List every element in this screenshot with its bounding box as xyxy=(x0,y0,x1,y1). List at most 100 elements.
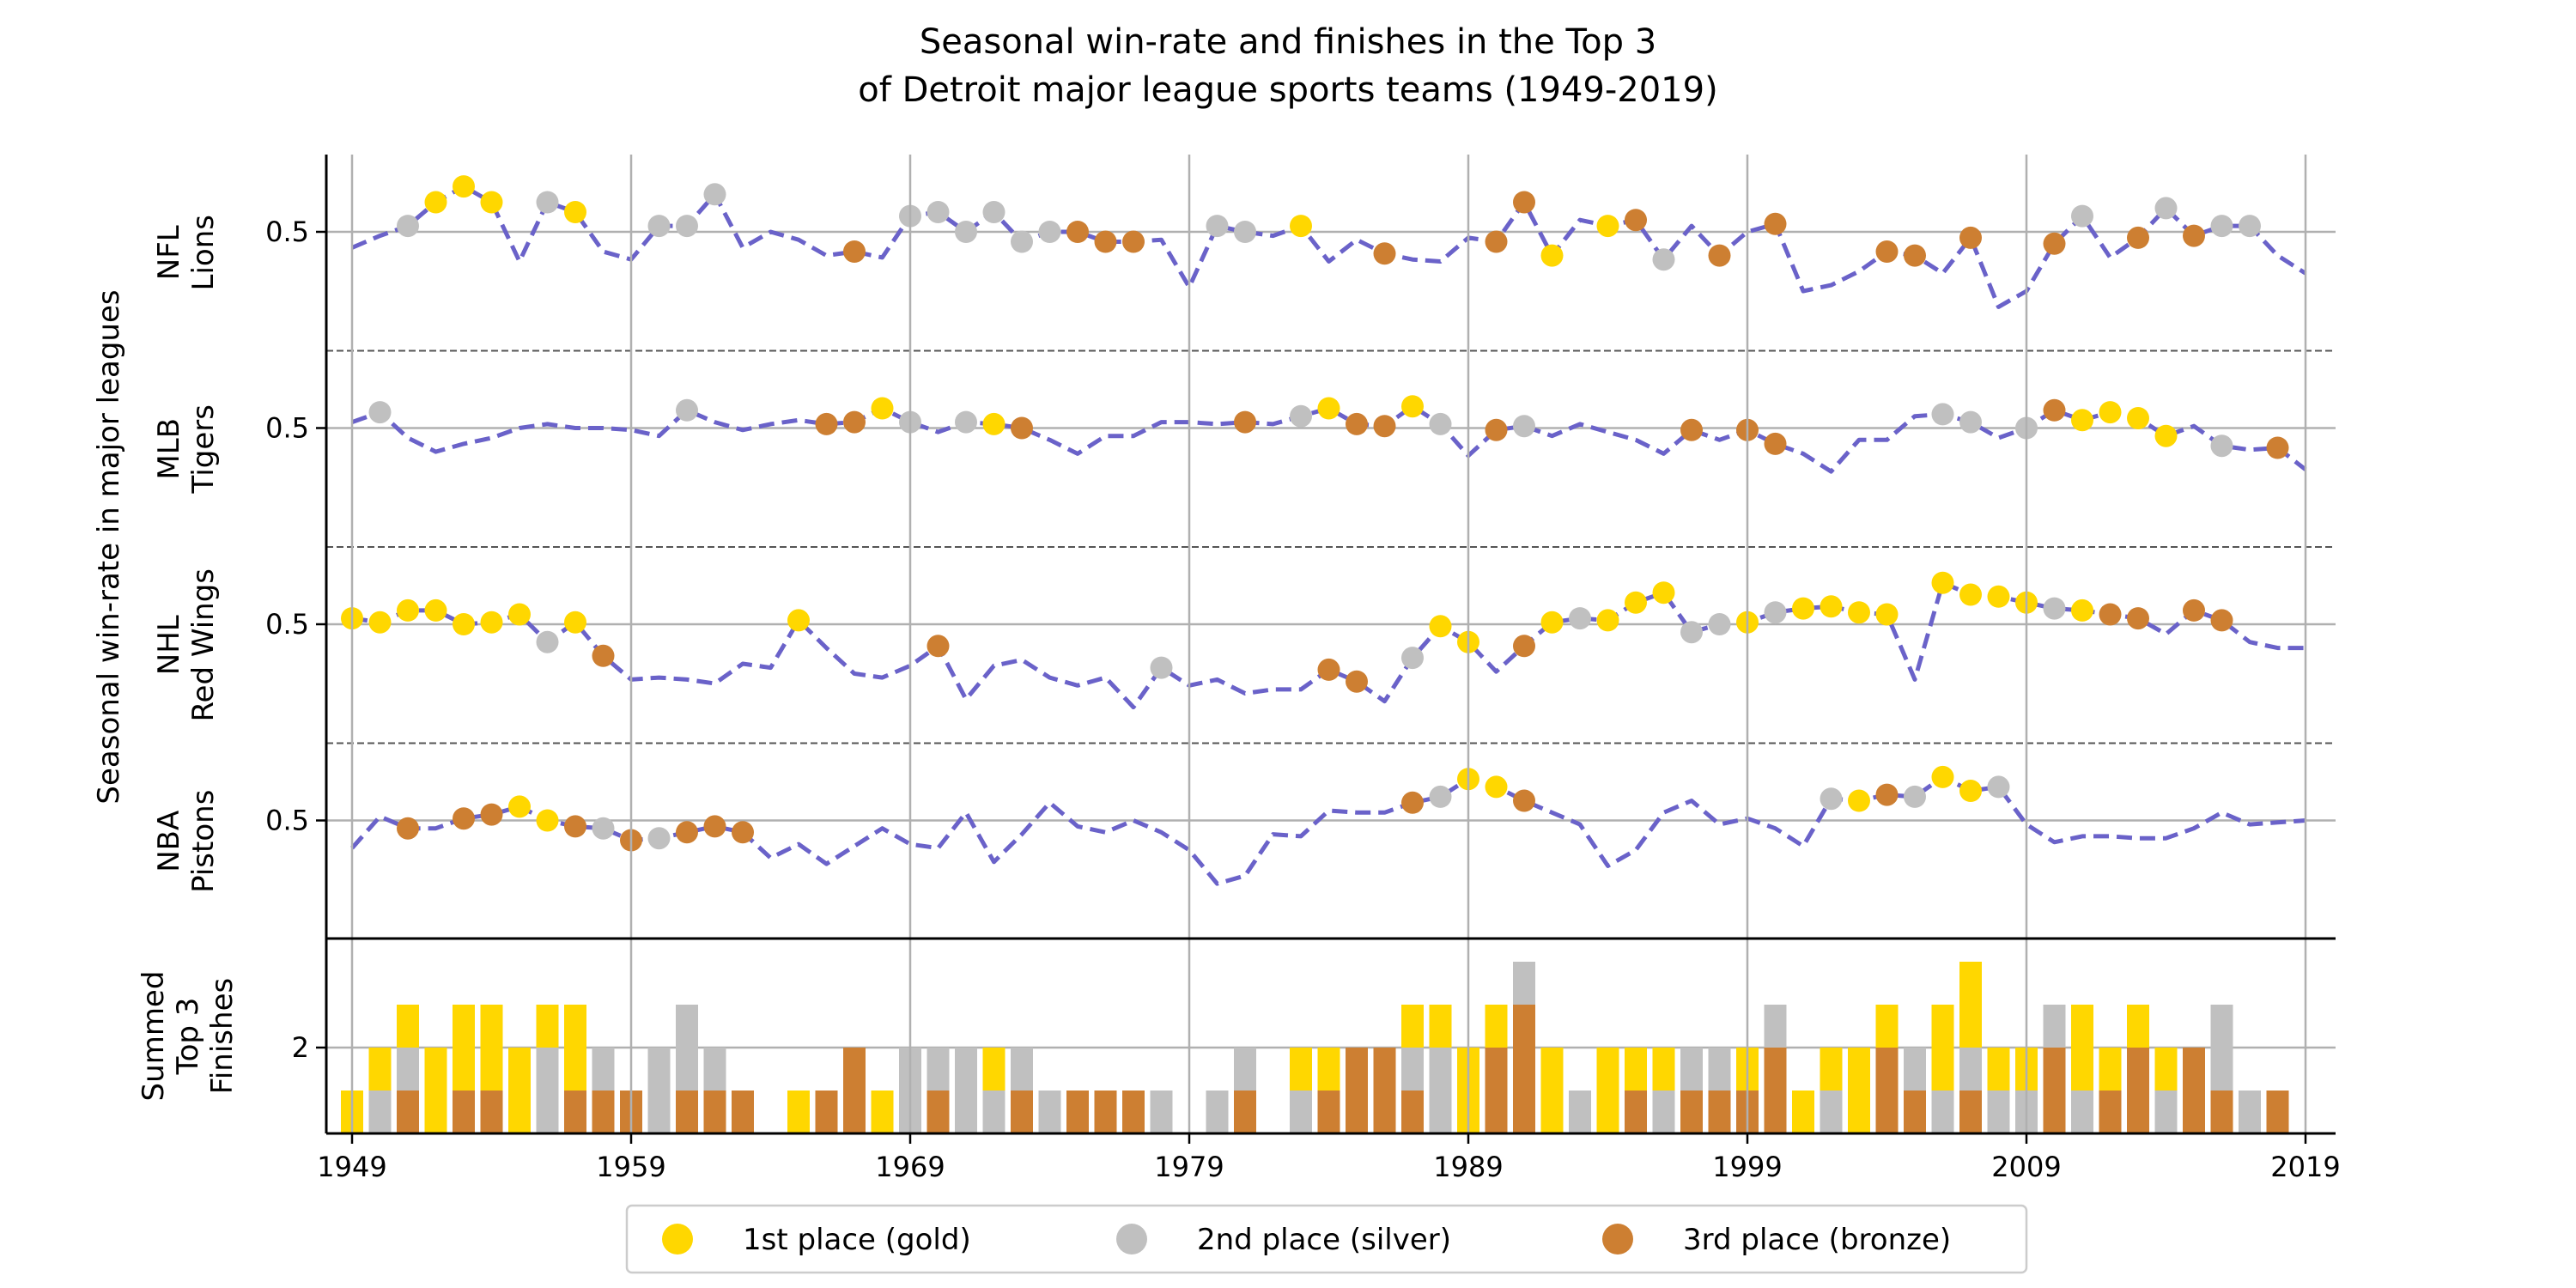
bar-segment xyxy=(2071,1048,2093,1091)
y-tick-label: 0.5 xyxy=(265,805,309,837)
team-label: Pistons xyxy=(186,790,221,893)
bar-segment xyxy=(508,1048,531,1091)
bar-segment xyxy=(2043,1091,2066,1133)
bar-segment xyxy=(1931,1091,1954,1133)
legend-marker-gold xyxy=(662,1224,693,1255)
bar-segment xyxy=(1596,1091,1619,1133)
medal-point xyxy=(1317,658,1340,681)
medal-point xyxy=(2210,609,2233,632)
bar-segment xyxy=(453,1005,475,1048)
medal-point xyxy=(1959,226,1982,249)
bar-segment xyxy=(647,1091,671,1133)
bar-segment xyxy=(1820,1048,1843,1091)
team-label: MLB xyxy=(152,418,186,480)
medal-point xyxy=(1485,775,1508,799)
medal-point xyxy=(508,603,531,626)
bar-segment xyxy=(1540,1048,1564,1091)
bar-segment xyxy=(480,1048,503,1091)
medal-point xyxy=(564,611,586,634)
bar-segment xyxy=(676,1048,698,1091)
medal-point xyxy=(2154,197,2178,220)
bar-segment xyxy=(2183,1048,2205,1091)
medal-point xyxy=(982,201,1005,223)
medal-point xyxy=(536,191,559,214)
bar-segment xyxy=(982,1091,1005,1133)
bar-segment xyxy=(927,1048,950,1091)
medal-point xyxy=(1540,244,1564,267)
medal-point xyxy=(703,183,726,206)
panel-nfl: 0.5 NFL Lions xyxy=(152,175,2336,352)
medal-point xyxy=(1987,585,2010,608)
medal-point xyxy=(703,815,726,838)
medal-point xyxy=(1848,789,1870,812)
medal-point xyxy=(1429,412,1452,435)
medal-point xyxy=(1540,611,1564,634)
bar-segment xyxy=(1373,1048,1396,1091)
bar-segment xyxy=(1290,1091,1312,1133)
medal-point xyxy=(1959,410,1982,434)
medal-point xyxy=(1206,215,1229,238)
medal-point xyxy=(564,815,586,838)
x-tick-label: 1999 xyxy=(1712,1151,1782,1183)
bar-segment xyxy=(2210,1091,2233,1133)
medal-point xyxy=(1373,415,1396,438)
medal-point xyxy=(843,410,866,434)
medal-point xyxy=(480,803,503,826)
bar-segment xyxy=(1904,1091,1926,1133)
medal-point xyxy=(982,412,1005,435)
win-rate-line xyxy=(351,184,2307,309)
medal-point xyxy=(2099,401,2122,424)
bar-segment xyxy=(2099,1048,2122,1091)
y-tick-label: 0.5 xyxy=(265,216,309,248)
medal-point xyxy=(1820,595,1843,618)
bar-segment xyxy=(536,1005,559,1048)
medal-point xyxy=(1764,432,1787,455)
x-tick-label: 2009 xyxy=(1991,1151,2061,1183)
bar-y-tick-label: 2 xyxy=(292,1031,309,1064)
medal-point xyxy=(1680,621,1703,644)
bar-segment xyxy=(2210,1048,2233,1091)
bar-segment xyxy=(787,1091,810,1133)
medal-point xyxy=(1904,244,1926,267)
medal-point xyxy=(2210,215,2233,238)
medal-point xyxy=(1485,230,1508,253)
medal-point xyxy=(2210,434,2233,458)
medal-point xyxy=(1513,191,1535,214)
bar-segment xyxy=(2239,1091,2261,1133)
medal-point xyxy=(1485,418,1508,441)
y-tick-label: 0.5 xyxy=(265,608,309,641)
bar-segment xyxy=(815,1091,838,1133)
team-label: NFL xyxy=(152,225,186,280)
bar-segment xyxy=(1290,1048,1312,1091)
medal-point xyxy=(2043,398,2066,422)
medal-point xyxy=(2266,436,2289,459)
bar-segment xyxy=(871,1091,894,1133)
medal-point xyxy=(1513,789,1535,812)
medal-point xyxy=(1848,601,1870,624)
bar-segment xyxy=(1206,1091,1229,1133)
x-tick-label: 1989 xyxy=(1433,1151,1503,1183)
medal-point xyxy=(927,201,950,223)
bar-segment xyxy=(1625,1091,1647,1133)
medal-point xyxy=(2239,215,2261,238)
medal-point xyxy=(368,401,392,424)
bar-segment xyxy=(676,1005,698,1048)
medal-point xyxy=(1401,395,1424,418)
bar-segment xyxy=(1959,962,1982,1005)
bar-segment xyxy=(982,1048,1005,1091)
bar-segment xyxy=(1652,1091,1675,1133)
y-axis-label: Seasonal win-rate in major leagues xyxy=(92,289,126,804)
legend: 1st place (gold) 2nd place (silver) 3rd pl… xyxy=(625,1204,2028,1274)
bar-segment xyxy=(1875,1048,1899,1091)
medal-point xyxy=(2071,598,2093,622)
medal-point xyxy=(453,613,475,635)
legend-marker-silver xyxy=(1116,1224,1147,1255)
medal-point xyxy=(732,821,754,844)
medal-point xyxy=(2071,204,2093,228)
bar-segment xyxy=(1764,1091,1787,1133)
medal-point xyxy=(592,817,615,840)
win-rate-line xyxy=(351,580,2306,710)
bar-segment xyxy=(1485,1005,1508,1048)
bar-segment xyxy=(2043,1005,2066,1048)
